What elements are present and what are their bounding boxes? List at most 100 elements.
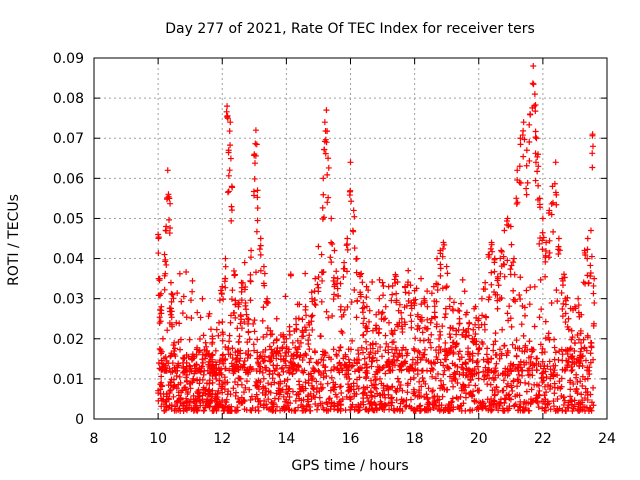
- data-point: [256, 246, 263, 253]
- data-point: [511, 271, 518, 278]
- data-point: [391, 350, 398, 357]
- data-point: [577, 348, 584, 355]
- data-point: [560, 271, 567, 278]
- data-point: [202, 355, 209, 362]
- data-point: [410, 367, 417, 374]
- data-point: [394, 385, 401, 392]
- y-tick-label: 0.07: [53, 131, 84, 147]
- data-point: [165, 191, 172, 198]
- data-point: [251, 192, 258, 199]
- data-point: [578, 391, 585, 398]
- data-point: [458, 354, 465, 361]
- data-point: [351, 368, 358, 375]
- data-point: [250, 320, 257, 327]
- data-point: [469, 350, 476, 357]
- data-point: [469, 372, 476, 379]
- data-point: [261, 364, 268, 371]
- data-point: [523, 388, 530, 395]
- data-point: [192, 404, 199, 411]
- data-point: [235, 348, 242, 355]
- data-point: [555, 251, 562, 258]
- data-point: [371, 393, 378, 400]
- data-point: [506, 391, 513, 398]
- data-point: [232, 365, 239, 372]
- data-point: [575, 336, 582, 343]
- data-point: [164, 167, 171, 174]
- data-point: [418, 275, 425, 282]
- data-point: [512, 365, 519, 372]
- data-point: [542, 318, 549, 325]
- data-point: [226, 167, 233, 174]
- data-point: [545, 334, 552, 341]
- data-point: [246, 386, 253, 393]
- data-point: [260, 375, 267, 382]
- data-point: [302, 306, 309, 313]
- data-point: [520, 153, 527, 160]
- data-point: [445, 347, 452, 354]
- data-point: [559, 313, 566, 320]
- data-point: [259, 369, 266, 376]
- data-point: [158, 397, 165, 404]
- data-point: [166, 389, 173, 396]
- data-point: [575, 399, 582, 406]
- data-point: [449, 360, 456, 367]
- data-point: [257, 251, 264, 258]
- data-point: [453, 394, 460, 401]
- data-point: [282, 349, 289, 356]
- data-point: [388, 384, 395, 391]
- data-point: [325, 396, 332, 403]
- data-point: [339, 367, 346, 374]
- data-point: [537, 204, 544, 211]
- data-point: [514, 407, 521, 414]
- data-point: [158, 310, 165, 317]
- data-point: [504, 380, 511, 387]
- data-point: [229, 287, 236, 294]
- data-point: [240, 389, 247, 396]
- data-point: [475, 387, 482, 394]
- data-point: [361, 315, 368, 322]
- data-point: [261, 353, 268, 360]
- data-point: [453, 331, 460, 338]
- data-point: [213, 376, 220, 383]
- data-point: [446, 303, 453, 310]
- data-point: [581, 344, 588, 351]
- data-point: [539, 358, 546, 365]
- x-tick-label: 14: [277, 431, 295, 447]
- data-point: [262, 346, 269, 353]
- data-point: [280, 368, 287, 375]
- data-point: [365, 287, 372, 294]
- data-point: [567, 345, 574, 352]
- data-point: [260, 304, 267, 311]
- data-point: [589, 132, 596, 139]
- data-point: [529, 360, 536, 367]
- data-point: [226, 367, 233, 374]
- data-point: [393, 299, 400, 306]
- data-point: [501, 395, 508, 402]
- data-point: [489, 374, 496, 381]
- data-point: [575, 295, 582, 302]
- data-point: [319, 348, 326, 355]
- data-point: [465, 332, 472, 339]
- data-point: [446, 373, 453, 380]
- data-point: [350, 380, 357, 387]
- data-point: [296, 343, 303, 350]
- data-point: [414, 393, 421, 400]
- data-point: [245, 320, 252, 327]
- data-point: [424, 288, 431, 295]
- data-point: [492, 365, 499, 372]
- data-point: [514, 383, 521, 390]
- data-point: [175, 362, 182, 369]
- data-point: [569, 353, 576, 360]
- data-point: [234, 381, 241, 388]
- data-point: [541, 362, 548, 369]
- data-point: [448, 378, 455, 385]
- data-point: [541, 392, 548, 399]
- data-point: [354, 360, 361, 367]
- data-point: [441, 356, 448, 363]
- data-point: [500, 253, 507, 260]
- data-point: [515, 364, 522, 371]
- data-point: [209, 393, 216, 400]
- data-point: [162, 354, 169, 361]
